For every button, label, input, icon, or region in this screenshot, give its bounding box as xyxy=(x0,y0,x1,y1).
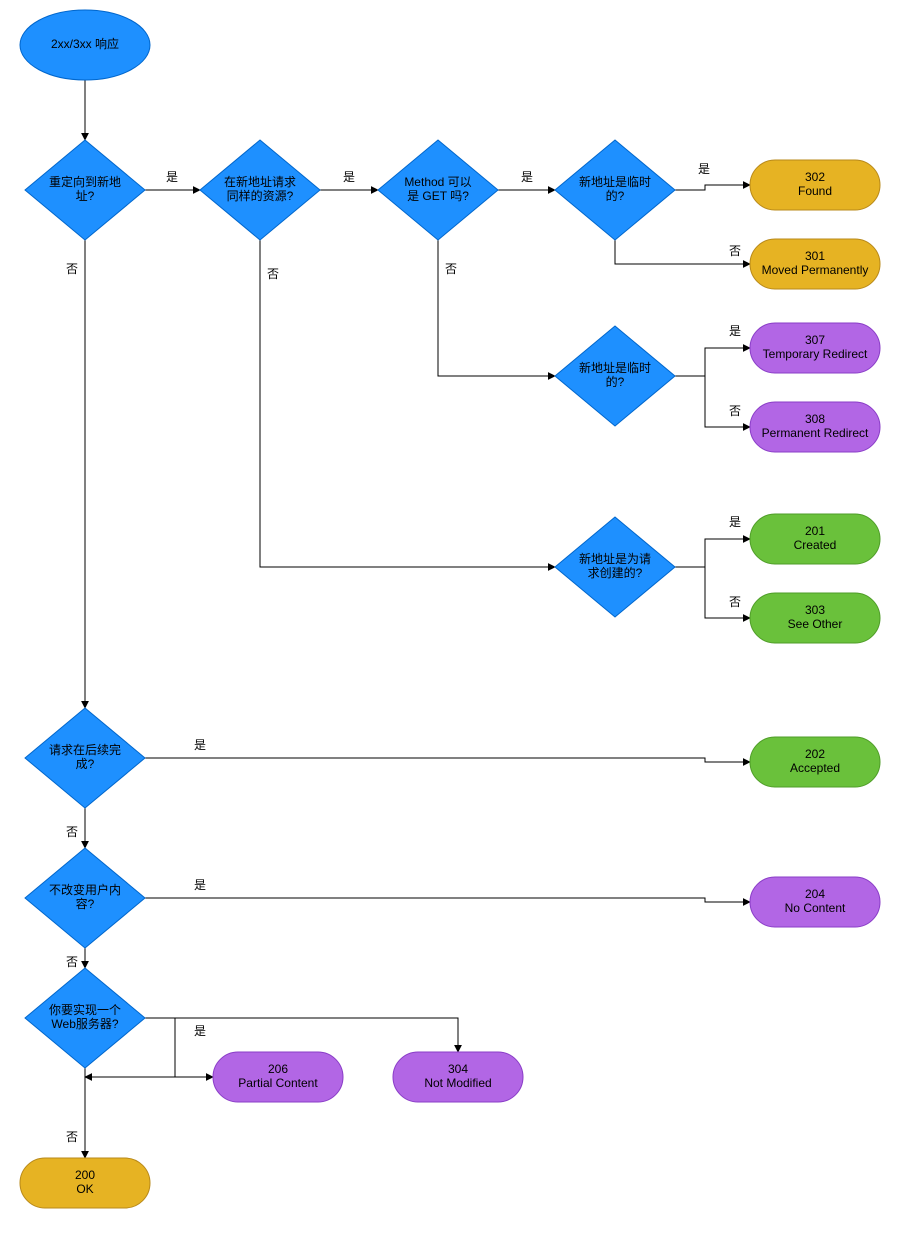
edge-4 xyxy=(260,240,555,567)
edge-label-3: 是 xyxy=(343,170,355,184)
node-text-d_created-1: 求创建的? xyxy=(588,565,643,580)
node-text-t_301-0: 301 xyxy=(805,249,825,263)
node-text-t_206-1: Partial Content xyxy=(238,1076,318,1090)
edge-label-10: 否 xyxy=(729,404,741,418)
node-text-t_200-1: OK xyxy=(76,1182,93,1196)
edge-label-14: 否 xyxy=(66,825,78,839)
node-text-d_webserver-1: Web服务器? xyxy=(51,1016,118,1031)
node-d_webserver: 你要实现一个Web服务器? xyxy=(25,968,145,1068)
node-text-d_nochange-0: 不改变用户内 xyxy=(49,882,121,897)
node-text-d_same_res-1: 同样的资源? xyxy=(227,188,294,203)
node-text-d_temp2-1: 的? xyxy=(606,374,625,389)
node-text-t_301-1: Moved Permanently xyxy=(762,263,869,277)
node-text-t_304-0: 304 xyxy=(448,1062,468,1076)
node-text-d_webserver-0: 你要实现一个 xyxy=(49,1002,121,1017)
edge-label-9: 是 xyxy=(729,324,741,338)
edge-12 xyxy=(675,567,750,618)
edge-6 xyxy=(438,240,555,376)
node-text-d_created-0: 新地址是为请 xyxy=(579,551,651,566)
node-text-t_204-1: No Content xyxy=(785,901,846,915)
node-text-d_nochange-1: 容? xyxy=(76,896,95,911)
node-t_303: 303See Other xyxy=(750,593,880,643)
node-d_redirect: 重定向到新地址? xyxy=(25,140,145,240)
node-text-d_temp1-1: 的? xyxy=(606,188,625,203)
edge-17 xyxy=(145,1018,458,1052)
node-text-t_304-1: Not Modified xyxy=(424,1076,491,1090)
node-t_204: 204No Content xyxy=(750,877,880,927)
edge-13 xyxy=(145,758,750,762)
edge-label-4: 否 xyxy=(267,267,279,281)
edge-label-13: 是 xyxy=(194,738,206,752)
node-text-d_redirect-1: 址? xyxy=(76,189,95,203)
node-text-t_308-1: Permanent Redirect xyxy=(762,426,869,440)
node-d_same_res: 在新地址请求同样的资源? xyxy=(200,140,320,240)
edge-11 xyxy=(675,539,750,567)
node-d_later: 请求在后续完成? xyxy=(25,708,145,808)
node-t_308: 308Permanent Redirect xyxy=(750,402,880,452)
node-text-d_temp1-0: 新地址是临时 xyxy=(579,174,651,189)
node-text-t_307-0: 307 xyxy=(805,333,825,347)
node-text-d_method-0: Method 可以 xyxy=(404,175,471,189)
node-text-d_later-0: 请求在后续完 xyxy=(49,742,121,757)
node-text-d_method-1: 是 GET 吗? xyxy=(407,189,469,203)
node-d_method: Method 可以是 GET 吗? xyxy=(378,140,498,240)
edge-label-12: 否 xyxy=(729,595,741,609)
node-text-t_307-1: Temporary Redirect xyxy=(763,347,868,361)
node-text-d_later-1: 成? xyxy=(76,757,95,771)
node-text-start-0: 2xx/3xx 响应 xyxy=(51,36,119,51)
node-text-t_202-1: Accepted xyxy=(790,761,840,775)
edge-label-15: 是 xyxy=(194,878,206,892)
node-text-t_202-0: 202 xyxy=(805,747,825,761)
edge-label-5: 是 xyxy=(521,170,533,184)
node-t_304: 304Not Modified xyxy=(393,1052,523,1102)
node-text-t_303-1: See Other xyxy=(788,617,843,631)
node-text-d_redirect-0: 重定向到新地 xyxy=(49,174,121,189)
node-d_nochange: 不改变用户内容? xyxy=(25,848,145,948)
edge-7 xyxy=(675,185,750,190)
edge-label-11: 是 xyxy=(729,515,741,529)
node-t_307: 307Temporary Redirect xyxy=(750,323,880,373)
node-text-t_302-0: 302 xyxy=(805,170,825,184)
node-text-t_201-0: 201 xyxy=(805,524,825,538)
node-text-t_303-0: 303 xyxy=(805,603,825,617)
edge-label-6: 否 xyxy=(445,262,457,276)
node-text-t_302-1: Found xyxy=(798,184,832,198)
edge-10 xyxy=(675,376,750,427)
node-text-t_201-1: Created xyxy=(794,538,837,552)
node-d_temp1: 新地址是临时的? xyxy=(555,140,675,240)
node-t_302: 302Found xyxy=(750,160,880,210)
edge-label-20: 否 xyxy=(66,1130,78,1144)
node-text-t_206-0: 206 xyxy=(268,1062,288,1076)
node-t_200: 200OK xyxy=(20,1158,150,1208)
node-text-d_same_res-0: 在新地址请求 xyxy=(224,174,296,189)
flowchart-canvas: 是否是否是否是否是否是否是否是否是否2xx/3xx 响应重定向到新地址?在新地址… xyxy=(0,0,903,1238)
edge-label-2: 否 xyxy=(66,262,78,276)
node-t_201: 201Created xyxy=(750,514,880,564)
node-d_created: 新地址是为请求创建的? xyxy=(555,517,675,617)
node-text-t_204-0: 204 xyxy=(805,887,825,901)
edge-9 xyxy=(675,348,750,376)
node-t_301: 301Moved Permanently xyxy=(750,239,880,289)
node-text-d_temp2-0: 新地址是临时 xyxy=(579,360,651,375)
node-text-t_200-0: 200 xyxy=(75,1168,95,1182)
edge-label-7: 是 xyxy=(698,162,710,176)
node-d_temp2: 新地址是临时的? xyxy=(555,326,675,426)
node-start: 2xx/3xx 响应 xyxy=(20,10,150,80)
node-t_206: 206Partial Content xyxy=(213,1052,343,1102)
edge-label-17: 是 xyxy=(194,1024,206,1038)
edge-15 xyxy=(145,898,750,902)
edge-label-8: 否 xyxy=(729,244,741,258)
edge-label-16: 否 xyxy=(66,955,78,969)
node-text-t_308-0: 308 xyxy=(805,412,825,426)
node-t_202: 202Accepted xyxy=(750,737,880,787)
edge-label-1: 是 xyxy=(166,170,178,184)
